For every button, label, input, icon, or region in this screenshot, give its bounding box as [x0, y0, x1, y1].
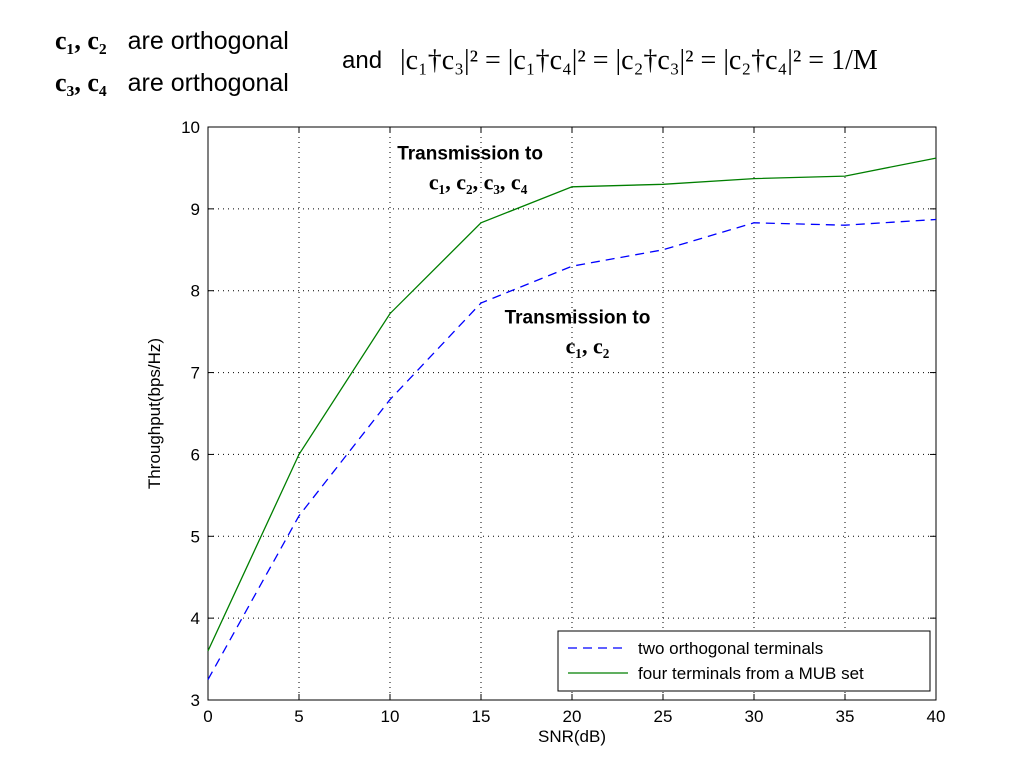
y-tick-label: 4: [191, 609, 200, 628]
y-tick-label: 6: [191, 445, 200, 464]
legend-label-2: four terminals from a MUB set: [638, 664, 864, 683]
header-line-2: c₃, c₄ are orthogonal: [55, 68, 289, 98]
y-tick-label: 8: [191, 282, 200, 301]
legend: two orthogonal terminals four terminals f…: [557, 630, 931, 692]
x-tick-label: 35: [836, 707, 855, 726]
series-line-two-orthogonal: [207, 218, 937, 680]
legend-box: [557, 630, 931, 692]
x-tick-label: 5: [294, 707, 303, 726]
annotation-title-2: Transmission to: [505, 307, 651, 328]
x-tick-label: 15: [472, 707, 491, 726]
y-axis-label: Throughput(bps/Hz): [145, 338, 164, 489]
annotation-vectors-1: c₁, c₂, c₃, c₄: [429, 170, 528, 195]
series-lines: [207, 157, 937, 680]
x-tick-label: 0: [203, 707, 212, 726]
header-line-2-text: are orthogonal: [127, 69, 289, 97]
header-and: and: [342, 47, 383, 74]
y-tick-label: 7: [191, 364, 200, 383]
legend-label-1: two orthogonal terminals: [638, 639, 823, 658]
annotation-title-1: Transmission to: [397, 144, 543, 165]
y-tick-label: 10: [181, 118, 200, 137]
annotations: Transmission to c₁, c₂, c₃, c₄ Transmissio…: [397, 144, 650, 359]
y-tick-label: 3: [191, 691, 200, 710]
grid: [208, 127, 936, 700]
header-line-1: c₁, c₂ are orthogonal: [55, 26, 289, 56]
header-equation: |c₁†c₃|² = |c₁†c₄|² = |c₂†c₃|² = |c₂†c₄|…: [400, 45, 878, 76]
header-line-2-vectors: c₃, c₄: [55, 68, 107, 97]
axis-ticks: 0 5 10 15 20 25 30 35 40 3 4 5 6 7 8 9 10: [181, 118, 945, 726]
series-line-four-mub: [207, 157, 937, 652]
x-tick-label: 10: [381, 707, 400, 726]
header-line-1-vectors: c₁, c₂: [55, 26, 107, 55]
x-tick-label: 25: [654, 707, 673, 726]
y-tick-label: 9: [191, 200, 200, 219]
x-axis-label: SNR(dB): [538, 727, 606, 746]
x-tick-label: 40: [927, 707, 946, 726]
x-tick-label: 20: [563, 707, 582, 726]
annotation-vectors-2: c₁, c₂: [566, 333, 610, 358]
x-tick-label: 30: [745, 707, 764, 726]
y-tick-label: 5: [191, 527, 200, 546]
header-line-1-text: are orthogonal: [127, 27, 289, 55]
